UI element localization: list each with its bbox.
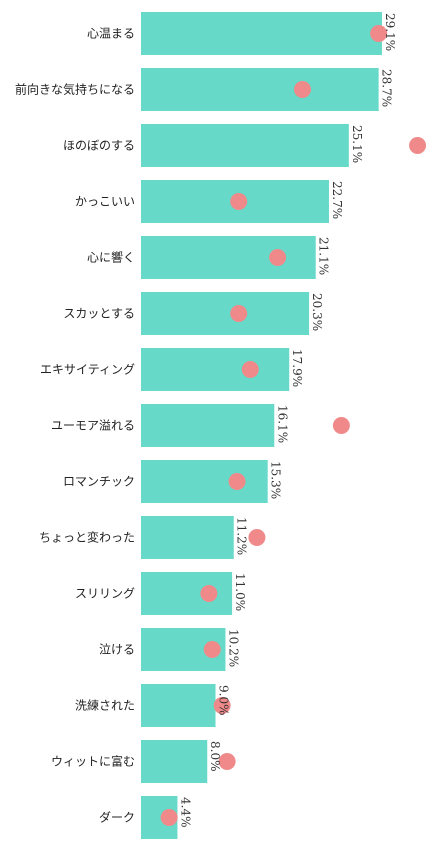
bar-5 <box>141 292 310 335</box>
value-label-4: 21.1% <box>317 237 331 275</box>
dot-14 <box>160 809 178 826</box>
dot-9 <box>248 529 266 546</box>
dots-group <box>160 25 427 826</box>
category-label-2: ほのぼのする <box>63 139 135 153</box>
dot-7 <box>332 417 350 434</box>
category-label-12: 洗練された <box>75 699 135 713</box>
category-label-10: スリリング <box>75 587 135 601</box>
dot-12 <box>213 697 231 714</box>
value-label-2: 25.1% <box>350 125 364 163</box>
bars-group <box>141 12 382 839</box>
value-label-13: 8.0% <box>208 741 222 772</box>
bar-2 <box>141 124 349 167</box>
value-label-1: 28.7% <box>380 69 394 107</box>
bar-6 <box>141 348 290 391</box>
dot-4 <box>269 249 287 266</box>
dot-2 <box>409 137 427 154</box>
value-label-14: 4.4% <box>178 797 192 828</box>
category-label-11: 泣ける <box>99 642 135 657</box>
value-label-6: 17.9% <box>290 349 304 387</box>
category-label-0: 心温まる <box>87 27 135 41</box>
category-label-5: スカッとする <box>63 307 135 321</box>
category-label-14: ダーク <box>99 810 135 825</box>
bar-7 <box>141 404 275 447</box>
value-label-12: 9.0% <box>217 685 231 716</box>
dot-3 <box>230 193 248 210</box>
value-label-5: 20.3% <box>310 293 324 331</box>
category-label-1: 前向きな気持ちになる <box>15 82 135 97</box>
dot-13 <box>218 753 236 770</box>
dot-8 <box>228 473 246 490</box>
value-label-3: 22.7% <box>330 181 344 219</box>
bar-1 <box>141 68 379 111</box>
category-label-3: かっこいい <box>75 195 135 209</box>
value-label-8: 15.3% <box>269 461 283 499</box>
category-label-8: ロマンチック <box>63 475 135 489</box>
bar-9 <box>141 516 234 559</box>
category-label-6: エキサイティング <box>40 363 135 377</box>
bar-13 <box>141 740 208 783</box>
dot-10 <box>200 585 218 602</box>
dot-0 <box>370 25 388 42</box>
dot-1 <box>293 81 311 98</box>
category-label-7: ユーモア溢れる <box>51 419 135 433</box>
category-label-9: ちょっと変わった <box>39 530 135 545</box>
value-label-0: 29.1% <box>383 13 397 51</box>
dot-6 <box>241 361 259 378</box>
value-label-10: 11.0% <box>233 573 247 611</box>
category-label-13: ウィットに富む <box>51 754 135 769</box>
category-labels: 心温まる前向きな気持ちになるほのぼのするかっこいい心に響くスカッとするエキサイテ… <box>15 27 135 825</box>
value-labels: 29.1% 28.7% 25.1% 22.7% 21.1% 20.3% 17.9% 16.1%… <box>178 13 397 828</box>
value-label-11: 10.2% <box>226 629 240 667</box>
bar-0 <box>141 12 382 55</box>
bar-4 <box>141 236 316 279</box>
bar-8 <box>141 460 268 503</box>
value-label-9: 11.2% <box>235 517 249 555</box>
bar-12 <box>141 684 216 727</box>
category-label-4: 心に響く <box>87 250 135 265</box>
value-label-7: 16.1% <box>275 405 289 443</box>
dot-5 <box>230 305 248 322</box>
bar-10 <box>141 572 233 615</box>
dot-11 <box>203 641 221 658</box>
